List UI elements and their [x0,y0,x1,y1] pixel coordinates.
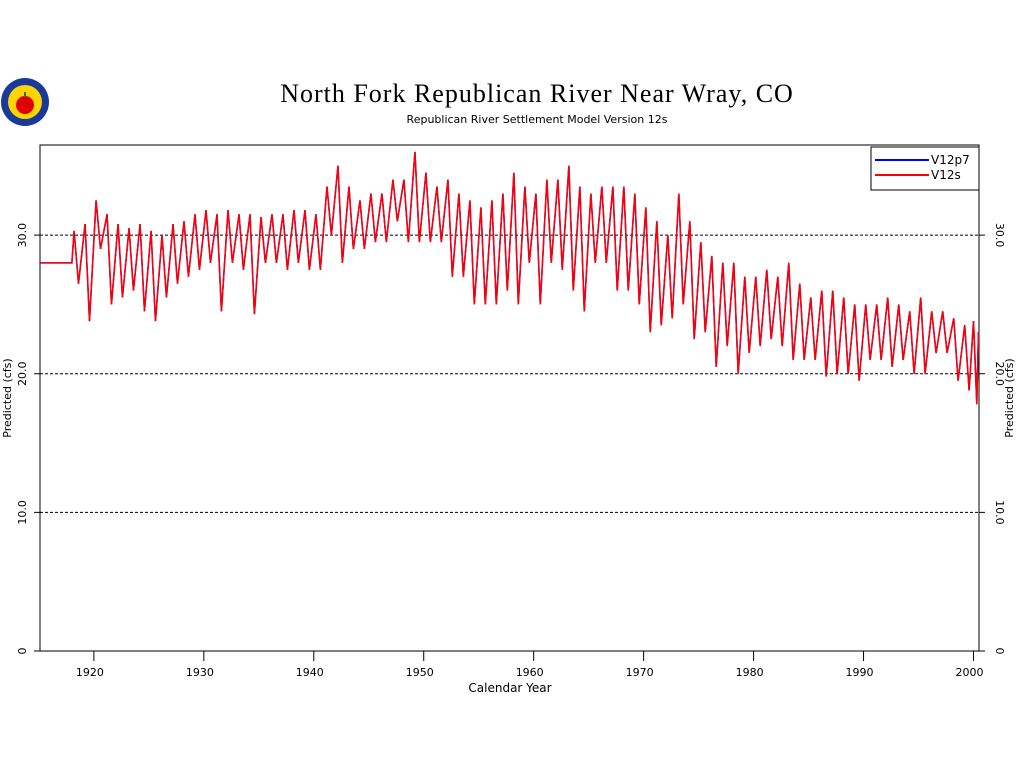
plot-frame [39,144,980,652]
y-tick-label: 10.0 [16,500,29,525]
y-tick-label: 30.0 [16,223,29,248]
y2-tick-label: 20.0 [993,361,1006,386]
legend-label: V12s [931,168,961,182]
x-tick-label: 1990 [846,666,874,679]
y2-tick-label: 0 [993,648,1006,655]
y2-tick-label: 10.0 [993,500,1006,525]
series-line [40,151,980,405]
legend-box [870,146,980,191]
y-tick-label: 0 [16,648,29,655]
chart-title: North Fork Republican River Near Wray, C… [280,79,794,108]
x-tick-label: 1970 [626,666,654,679]
x-tick-label: 1960 [516,666,544,679]
logo [1,78,49,126]
chart-subtitle: Republican River Settlement Model Versio… [407,113,668,126]
logo-apple [16,96,34,114]
x-tick-label: 2000 [956,666,984,679]
logo-stem [24,92,26,97]
x-tick-label: 1940 [296,666,324,679]
x-tick-label: 1950 [406,666,434,679]
y2-tick-label: 30.0 [993,223,1006,248]
x-tick-label: 1980 [736,666,764,679]
y-tick-label: 20.0 [16,361,29,386]
y-axis-label: Predicted (cfs) [1,358,14,437]
legend-label: V12p7 [931,153,970,167]
y2-axis-label: Predicted (cfs) [1003,358,1016,437]
x-axis-label: Calendar Year [468,681,551,695]
x-tick-label: 1930 [186,666,214,679]
x-tick-label: 1920 [76,666,104,679]
